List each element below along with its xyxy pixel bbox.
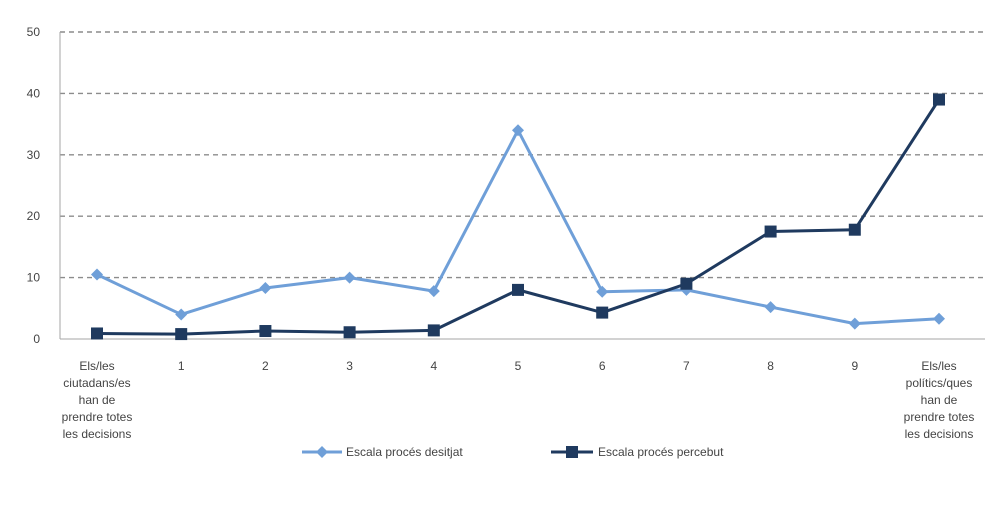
data-point: [259, 282, 271, 294]
data-point: [596, 307, 608, 319]
data-point: [680, 278, 692, 290]
x-tick-label: han de: [921, 393, 958, 407]
data-point: [428, 324, 440, 336]
legend-label: Escala procés percebut: [598, 445, 724, 459]
data-point: [512, 284, 524, 296]
x-tick-label: 9: [851, 359, 858, 373]
data-point: [91, 269, 103, 281]
x-tick-label: Els/les: [921, 359, 956, 373]
legend-marker: [566, 446, 578, 458]
x-tick-label: prendre totes: [62, 410, 133, 424]
legend-marker: [316, 446, 328, 458]
legend-label: Escala procés desitjat: [346, 445, 463, 459]
x-tick-label: les decisions: [905, 427, 974, 441]
data-point: [512, 124, 524, 136]
x-tick-label: Els/les: [79, 359, 114, 373]
data-point: [175, 328, 187, 340]
y-tick-label: 50: [27, 25, 41, 39]
y-tick-label: 0: [33, 332, 40, 346]
data-point: [849, 318, 861, 330]
x-axis: Els/les ciutadans/es han de prendre totes le…: [60, 339, 985, 441]
data-point: [344, 272, 356, 284]
data-point: [175, 308, 187, 320]
data-point: [344, 326, 356, 338]
x-tick-label: han de: [79, 393, 116, 407]
x-tick-label: 5: [515, 359, 522, 373]
data-point: [91, 327, 103, 339]
x-tick-label: 3: [346, 359, 353, 373]
data-point: [765, 226, 777, 238]
x-tick-label: 2: [262, 359, 269, 373]
x-tick-label: 7: [683, 359, 690, 373]
x-tick-label: 8: [767, 359, 774, 373]
data-point: [933, 94, 945, 106]
y-tick-label: 40: [27, 86, 41, 100]
x-tick-label: ciutadans/es: [63, 376, 130, 390]
x-tick-label: 4: [430, 359, 437, 373]
x-tick-label: 1: [178, 359, 185, 373]
data-point: [596, 286, 608, 298]
data-point: [765, 301, 777, 313]
data-point: [849, 224, 861, 236]
x-tick-label: polítics/ques: [906, 376, 973, 390]
data-point: [428, 285, 440, 297]
y-axis: 0 10 20 30 40 50: [27, 25, 60, 346]
x-tick-label: les decisions: [63, 427, 132, 441]
data-point: [259, 325, 271, 337]
x-tick-label: 6: [599, 359, 606, 373]
y-tick-label: 20: [27, 209, 41, 223]
x-tick-label: prendre totes: [904, 410, 975, 424]
data-point: [933, 313, 945, 325]
y-tick-label: 10: [27, 271, 41, 285]
y-tick-label: 30: [27, 148, 41, 162]
legend: Escala procés desitjat Escala procés perc…: [302, 445, 724, 459]
gridlines: [60, 32, 985, 278]
